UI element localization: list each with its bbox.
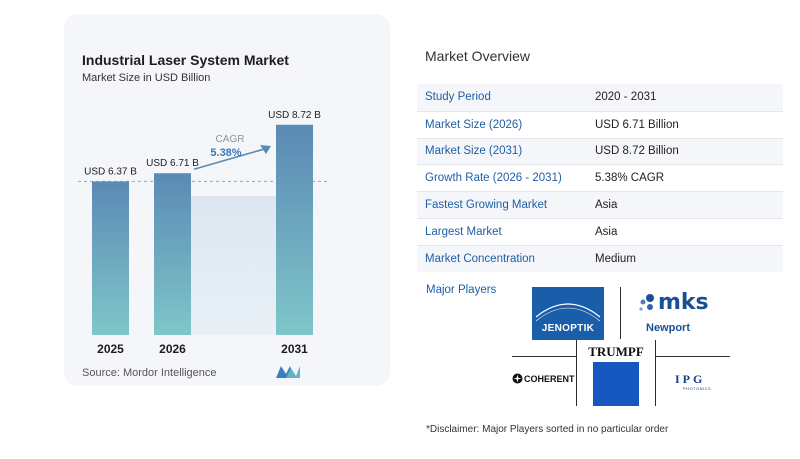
trumpf-text: TRUMPF (588, 344, 644, 359)
x-tick-2025: 2025 (97, 342, 124, 356)
overview-row-value: Medium (595, 252, 636, 265)
overview-title: Market Overview (425, 48, 531, 64)
mordor-logo-icon (276, 366, 300, 378)
cagr-label: CAGR (216, 134, 245, 145)
overview-row-label: Largest Market (425, 225, 502, 238)
mks-text: mks (658, 290, 709, 315)
divider (620, 287, 621, 339)
overview-row: Fastest Growing Market Asia (417, 191, 783, 218)
overview-row-label: Fastest Growing Market (425, 199, 548, 212)
chart-subtitle: Market Size in USD Billion (82, 72, 211, 84)
bar-2031 (276, 124, 313, 335)
divider (512, 356, 576, 357)
overview-table: Study Period 2020 - 2031 Market Size (2026… (417, 84, 783, 272)
bar-2025 (92, 181, 129, 335)
overview-row-value: 5.38% CAGR (595, 172, 665, 185)
overview-row-label: Market Size (2026) (425, 118, 523, 131)
jenoptik-logo: JENOPTIK (532, 287, 604, 340)
chart-title: Industrial Laser System Market (82, 52, 289, 68)
mks-newport-logo: mks Newport (634, 290, 724, 340)
data-label-2026: USD 6.71 B (146, 158, 199, 169)
overview-row-label: Market Concentration (425, 252, 535, 265)
coherent-icon (512, 373, 523, 384)
major-players-label: Major Players (426, 284, 497, 296)
x-tick-2031: 2031 (281, 342, 308, 356)
cagr-value: 5.38% (210, 147, 241, 159)
jenoptik-text: JENOPTIK (541, 323, 595, 334)
overview-row: Growth Rate (2026 - 2031) 5.38% CAGR (417, 164, 783, 192)
coherent-logo: COHERENT (512, 371, 575, 391)
overview-row-label: Growth Rate (2026 - 2031) (425, 172, 562, 185)
trumpf-logo: TRUMPF (576, 340, 656, 406)
divider (656, 356, 730, 357)
growth-area (191, 196, 276, 335)
overview-row: Study Period 2020 - 2031 (417, 84, 783, 111)
chart-card: USD 6.37 B 2025 USD 6.71 B 2026 USD 8.72 B 20… (64, 14, 390, 386)
overview-row: Market Size (2026) USD 6.71 Billion (417, 110, 783, 138)
overview-row-value: Asia (595, 225, 618, 238)
jenoptik-arc-icon (535, 303, 601, 322)
overview-row: Market Concentration Medium (417, 244, 783, 272)
ipg-photonics-logo: IPG PHOTONICS (669, 372, 733, 394)
trumpf-box (593, 362, 639, 406)
ipg-text: IPG (675, 372, 706, 386)
overview-row-value: USD 8.72 Billion (595, 145, 679, 158)
mks-dots-icon (639, 294, 654, 311)
overview-row-value: Asia (595, 199, 618, 212)
source-text: Source: Mordor Intelligence (82, 367, 217, 379)
overview-row-label: Study Period (425, 91, 491, 104)
ipg-photonics-text: PHOTONICS (683, 386, 712, 391)
overview-row: Market Size (2031) USD 8.72 Billion (417, 137, 783, 165)
overview-row-value: USD 6.71 Billion (595, 118, 679, 131)
disclaimer-text: *Disclaimer: Major Players sorted in no … (426, 424, 669, 435)
bar-2026 (154, 173, 191, 335)
x-tick-2026: 2026 (159, 342, 186, 356)
cagr-arrow-line (193, 147, 269, 170)
coherent-text: COHERENT (524, 374, 575, 384)
overview-row-label: Market Size (2031) (425, 145, 523, 158)
data-label-2031: USD 8.72 B (268, 110, 321, 121)
newport-text: Newport (646, 322, 690, 334)
data-label-2025: USD 6.37 B (84, 166, 137, 177)
bar-chart: USD 6.37 B 2025 USD 6.71 B 2026 USD 8.72 B 20… (78, 110, 330, 356)
cagr-arrow-head (260, 145, 271, 154)
overview-row-value: 2020 - 2031 (595, 91, 657, 104)
overview-row: Largest Market Asia (417, 217, 783, 245)
